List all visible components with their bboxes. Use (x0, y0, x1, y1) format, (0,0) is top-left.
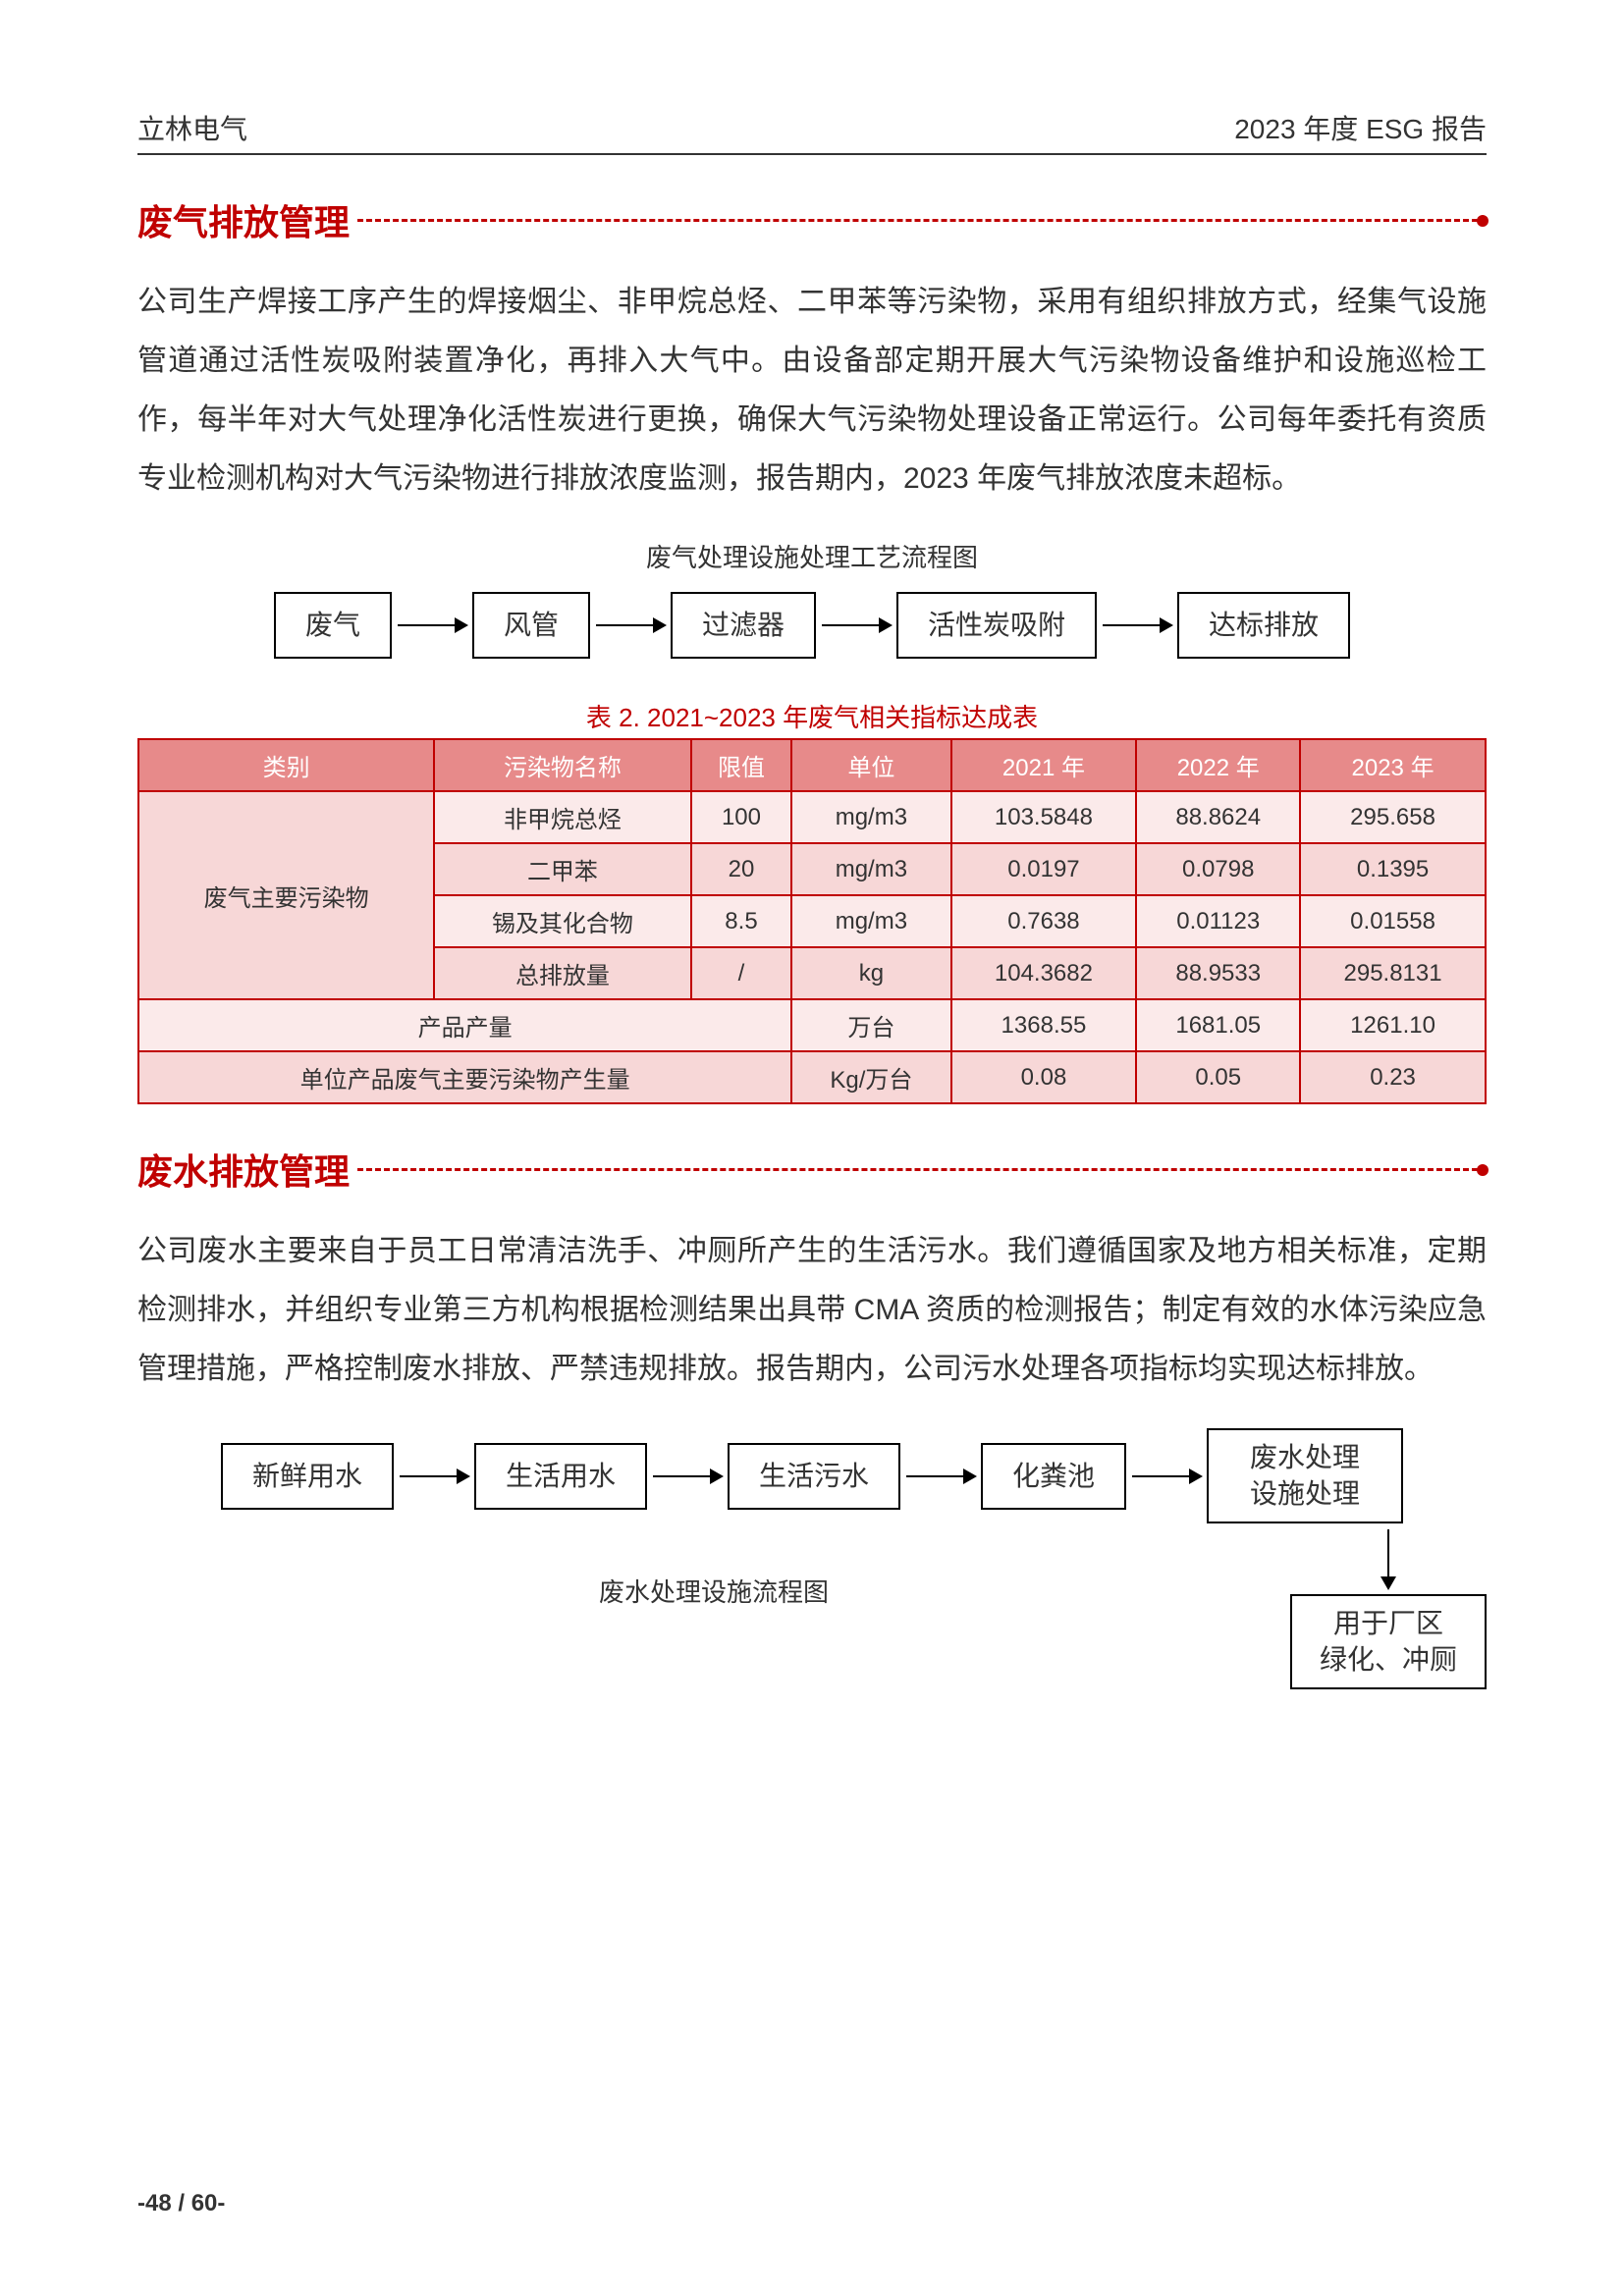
cell: 0.1395 (1300, 843, 1486, 895)
flow2-node-4: 废水处理 设施处理 (1207, 1428, 1403, 1523)
cell: 0.7638 (951, 895, 1137, 947)
arrow-icon (906, 1475, 975, 1477)
arrow-down-icon (1387, 1529, 1389, 1588)
arrow-icon (400, 1475, 468, 1477)
cell: 103.5848 (951, 791, 1137, 843)
cell: 0.08 (951, 1051, 1137, 1103)
flow2-row1: 新鲜用水 生活用水 生活污水 化粪池 废水处理 设施处理 (137, 1428, 1487, 1523)
th-6: 2023 年 (1300, 739, 1486, 791)
flow1-caption: 废气处理设施处理工艺流程图 (137, 538, 1487, 574)
cell: 20 (691, 843, 792, 895)
cell: 产品产量 (138, 999, 791, 1051)
report-title: 2023 年度 ESG 报告 (1234, 108, 1487, 147)
cell: 104.3682 (951, 947, 1137, 999)
flow1-row: 废气 风管 过滤器 活性炭吸附 达标排放 (137, 592, 1487, 659)
flow2-col-right: 用于厂区 绿化、冲厕 (1290, 1523, 1487, 1689)
table-row: 单位产品废气主要污染物产生量 Kg/万台 0.08 0.05 0.23 (138, 1051, 1486, 1103)
cell: mg/m3 (791, 895, 950, 947)
section-heading-gas: 废气排放管理 (137, 194, 1487, 245)
flow1-node-1: 风管 (472, 592, 590, 659)
cell: 单位产品废气主要污染物产生量 (138, 1051, 791, 1103)
table-row: 产品产量 万台 1368.55 1681.05 1261.10 (138, 999, 1486, 1051)
cell: Kg/万台 (791, 1051, 950, 1103)
section-title-gas: 废气排放管理 (137, 194, 350, 245)
flow2-node-5: 用于厂区 绿化、冲厕 (1290, 1594, 1487, 1689)
arrow-icon (1132, 1475, 1201, 1477)
cell: 88.8624 (1136, 791, 1300, 843)
table-caption: 表 2. 2021~2023 年废气相关指标达成表 (137, 698, 1487, 734)
cell: 1368.55 (951, 999, 1137, 1051)
table-row: 废气主要污染物 非甲烷总烃 100 mg/m3 103.5848 88.8624… (138, 791, 1486, 843)
cell: 0.01123 (1136, 895, 1300, 947)
flow2-wrap: 新鲜用水 生活用水 生活污水 化粪池 废水处理 设施处理 废水处理设施流程图 用… (137, 1428, 1487, 1689)
flow1-node-3: 活性炭吸附 (896, 592, 1097, 659)
th-1: 污染物名称 (434, 739, 690, 791)
section-title-water: 废水排放管理 (137, 1144, 350, 1195)
cell: 100 (691, 791, 792, 843)
table-header-row: 类别 污染物名称 限值 单位 2021 年 2022 年 2023 年 (138, 739, 1486, 791)
page-header: 立林电气 2023 年度 ESG 报告 (137, 108, 1487, 155)
company-name: 立林电气 (137, 108, 247, 147)
arrow-icon (1103, 624, 1171, 626)
emissions-table: 类别 污染物名称 限值 单位 2021 年 2022 年 2023 年 废气主要… (137, 738, 1487, 1104)
th-3: 单位 (791, 739, 950, 791)
cell: 锡及其化合物 (434, 895, 690, 947)
cell: mg/m3 (791, 791, 950, 843)
th-0: 类别 (138, 739, 434, 791)
flow2-caption: 废水处理设施流程图 (137, 1523, 1290, 1609)
page-number: -48 / 60- (137, 2190, 225, 2217)
section2-body: 公司废水主要来自于员工日常清洁洗手、冲厕所产生的生活污水。我们遵循国家及地方相关… (137, 1222, 1487, 1399)
th-5: 2022 年 (1136, 739, 1300, 791)
cell: 非甲烷总烃 (434, 791, 690, 843)
cell: 0.0197 (951, 843, 1137, 895)
section-heading-water: 废水排放管理 (137, 1144, 1487, 1195)
cell: 1681.05 (1136, 999, 1300, 1051)
flow2-node-1: 生活用水 (474, 1443, 647, 1510)
flow2-node-5b: 绿化、冲厕 (1320, 1644, 1457, 1675)
cell: 0.05 (1136, 1051, 1300, 1103)
arrow-icon (398, 624, 466, 626)
section1-body: 公司生产焊接工序产生的焊接烟尘、非甲烷总烃、二甲苯等污染物，采用有组织排放方式，… (137, 273, 1487, 508)
arrow-icon (653, 1475, 722, 1477)
arrow-icon (822, 624, 891, 626)
flow2-node-3: 化粪池 (981, 1443, 1126, 1510)
cell: mg/m3 (791, 843, 950, 895)
th-4: 2021 年 (951, 739, 1137, 791)
arrow-icon (596, 624, 665, 626)
cell: / (691, 947, 792, 999)
flow2-node-2: 生活污水 (728, 1443, 900, 1510)
flow2-node-0: 新鲜用水 (221, 1443, 394, 1510)
cell: 88.9533 (1136, 947, 1300, 999)
cell: 0.0798 (1136, 843, 1300, 895)
cell: 8.5 (691, 895, 792, 947)
cell: 0.23 (1300, 1051, 1486, 1103)
group-cell: 废气主要污染物 (138, 791, 434, 999)
cell: 万台 (791, 999, 950, 1051)
flow2-node-5a: 用于厂区 (1333, 1608, 1443, 1638)
cell: 二甲苯 (434, 843, 690, 895)
flow2-node-4a: 废水处理 (1250, 1442, 1360, 1472)
flow1-node-2: 过滤器 (671, 592, 816, 659)
cell: 总排放量 (434, 947, 690, 999)
cell: 295.8131 (1300, 947, 1486, 999)
th-2: 限值 (691, 739, 792, 791)
flow1-node-0: 废气 (274, 592, 392, 659)
flow2-node-4b: 设施处理 (1250, 1478, 1360, 1509)
cell: 295.658 (1300, 791, 1486, 843)
cell: 1261.10 (1300, 999, 1486, 1051)
flow1-node-4: 达标排放 (1177, 592, 1350, 659)
dash-line (357, 1168, 1487, 1171)
cell: 0.01558 (1300, 895, 1486, 947)
cell: kg (791, 947, 950, 999)
dash-line (357, 219, 1487, 222)
